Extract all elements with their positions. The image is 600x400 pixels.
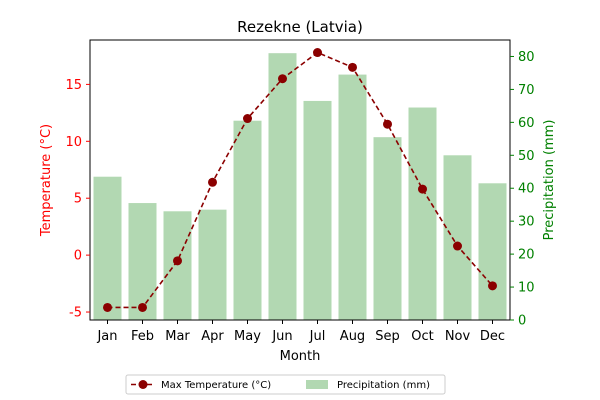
x-tick-label: Mar: [165, 329, 190, 344]
left-y-axis: -5 0 5 10 15: [65, 78, 90, 321]
temperature-point-oct: [418, 184, 427, 194]
legend: Max Temperature (°C) Precipitation (mm): [125, 374, 446, 395]
temperature-point-jun: [278, 74, 287, 84]
precipitation-bars: [93, 53, 507, 321]
precipitation-bar-aug: [338, 74, 367, 321]
precipitation-bar-sep: [373, 137, 402, 320]
legend-frame: [125, 374, 446, 395]
right-tick-label: 70: [518, 83, 535, 98]
right-tick-label: 0: [518, 314, 526, 329]
legend-label-temperature: Max Temperature (°C): [161, 380, 271, 391]
right-tick-label: 80: [518, 50, 535, 65]
left-tick-label: 10: [65, 135, 82, 150]
left-y-axis-label: Temperature (°C): [39, 124, 54, 237]
temperature-point-mar: [173, 256, 182, 266]
x-tick-label: Aug: [340, 329, 365, 344]
right-y-axis: 0 10 20 30 40 50 60 70 80: [510, 50, 535, 329]
x-tick-label: Jan: [96, 329, 117, 344]
legend-bar-swatch: [306, 380, 328, 389]
x-tick-label: May: [234, 329, 261, 344]
legend-label-precipitation: Precipitation (mm): [337, 380, 430, 391]
x-tick-label: Jul: [309, 329, 326, 344]
temperature-point-apr: [208, 177, 217, 187]
precipitation-bar-jul: [303, 100, 332, 320]
x-axis: Jan Feb Mar Apr May Jun Jul Aug Sep Oct Nov Dec: [96, 320, 505, 344]
right-tick-label: 40: [518, 182, 535, 197]
plot-frame: [89, 39, 511, 321]
right-tick-label: 60: [518, 116, 535, 131]
precipitation-bar-jan: [93, 176, 122, 320]
right-tick-label: 10: [518, 281, 535, 296]
temperature-line: [107, 51, 494, 309]
temperature-line-group: [103, 48, 497, 312]
precipitation-bar-apr: [198, 209, 227, 320]
right-tick-label: 50: [518, 149, 535, 164]
x-tick-label: Apr: [201, 329, 224, 344]
temperature-point-jul: [313, 48, 322, 58]
precipitation-bar-dec: [478, 183, 507, 320]
x-tick-label: Jun: [271, 329, 292, 344]
legend-line-marker: [138, 380, 148, 389]
x-tick-label: Dec: [480, 329, 505, 344]
temperature-point-nov: [453, 241, 462, 251]
temperature-point-aug: [348, 62, 357, 72]
left-tick-label: 0: [74, 249, 82, 264]
x-tick-label: Sep: [375, 329, 400, 344]
temperature-point-jan: [103, 302, 112, 312]
right-y-axis-label: Precipitation (mm): [542, 120, 557, 241]
precipitation-bar-feb: [128, 203, 157, 320]
temperature-point-may: [243, 114, 252, 124]
x-tick-label: Nov: [445, 329, 471, 344]
right-tick-label: 30: [518, 215, 535, 230]
left-tick-label: -5: [69, 306, 82, 321]
temperature-point-dec: [488, 281, 497, 291]
left-tick-label: 5: [74, 192, 82, 207]
temperature-point-sep: [383, 119, 392, 129]
temperature-point-feb: [138, 302, 147, 312]
chart-title: Rezekne (Latvia): [237, 18, 363, 36]
precipitation-bar-may: [233, 120, 262, 321]
precipitation-bar-mar: [163, 211, 192, 320]
x-axis-label: Month: [280, 349, 321, 364]
precipitation-bar-oct: [408, 107, 437, 320]
x-tick-label: Feb: [131, 329, 154, 344]
x-tick-label: Oct: [411, 329, 433, 344]
precipitation-bar-nov: [443, 155, 472, 320]
right-tick-label: 20: [518, 248, 535, 263]
left-tick-label: 15: [65, 78, 82, 93]
precipitation-bar-jun: [268, 53, 297, 320]
